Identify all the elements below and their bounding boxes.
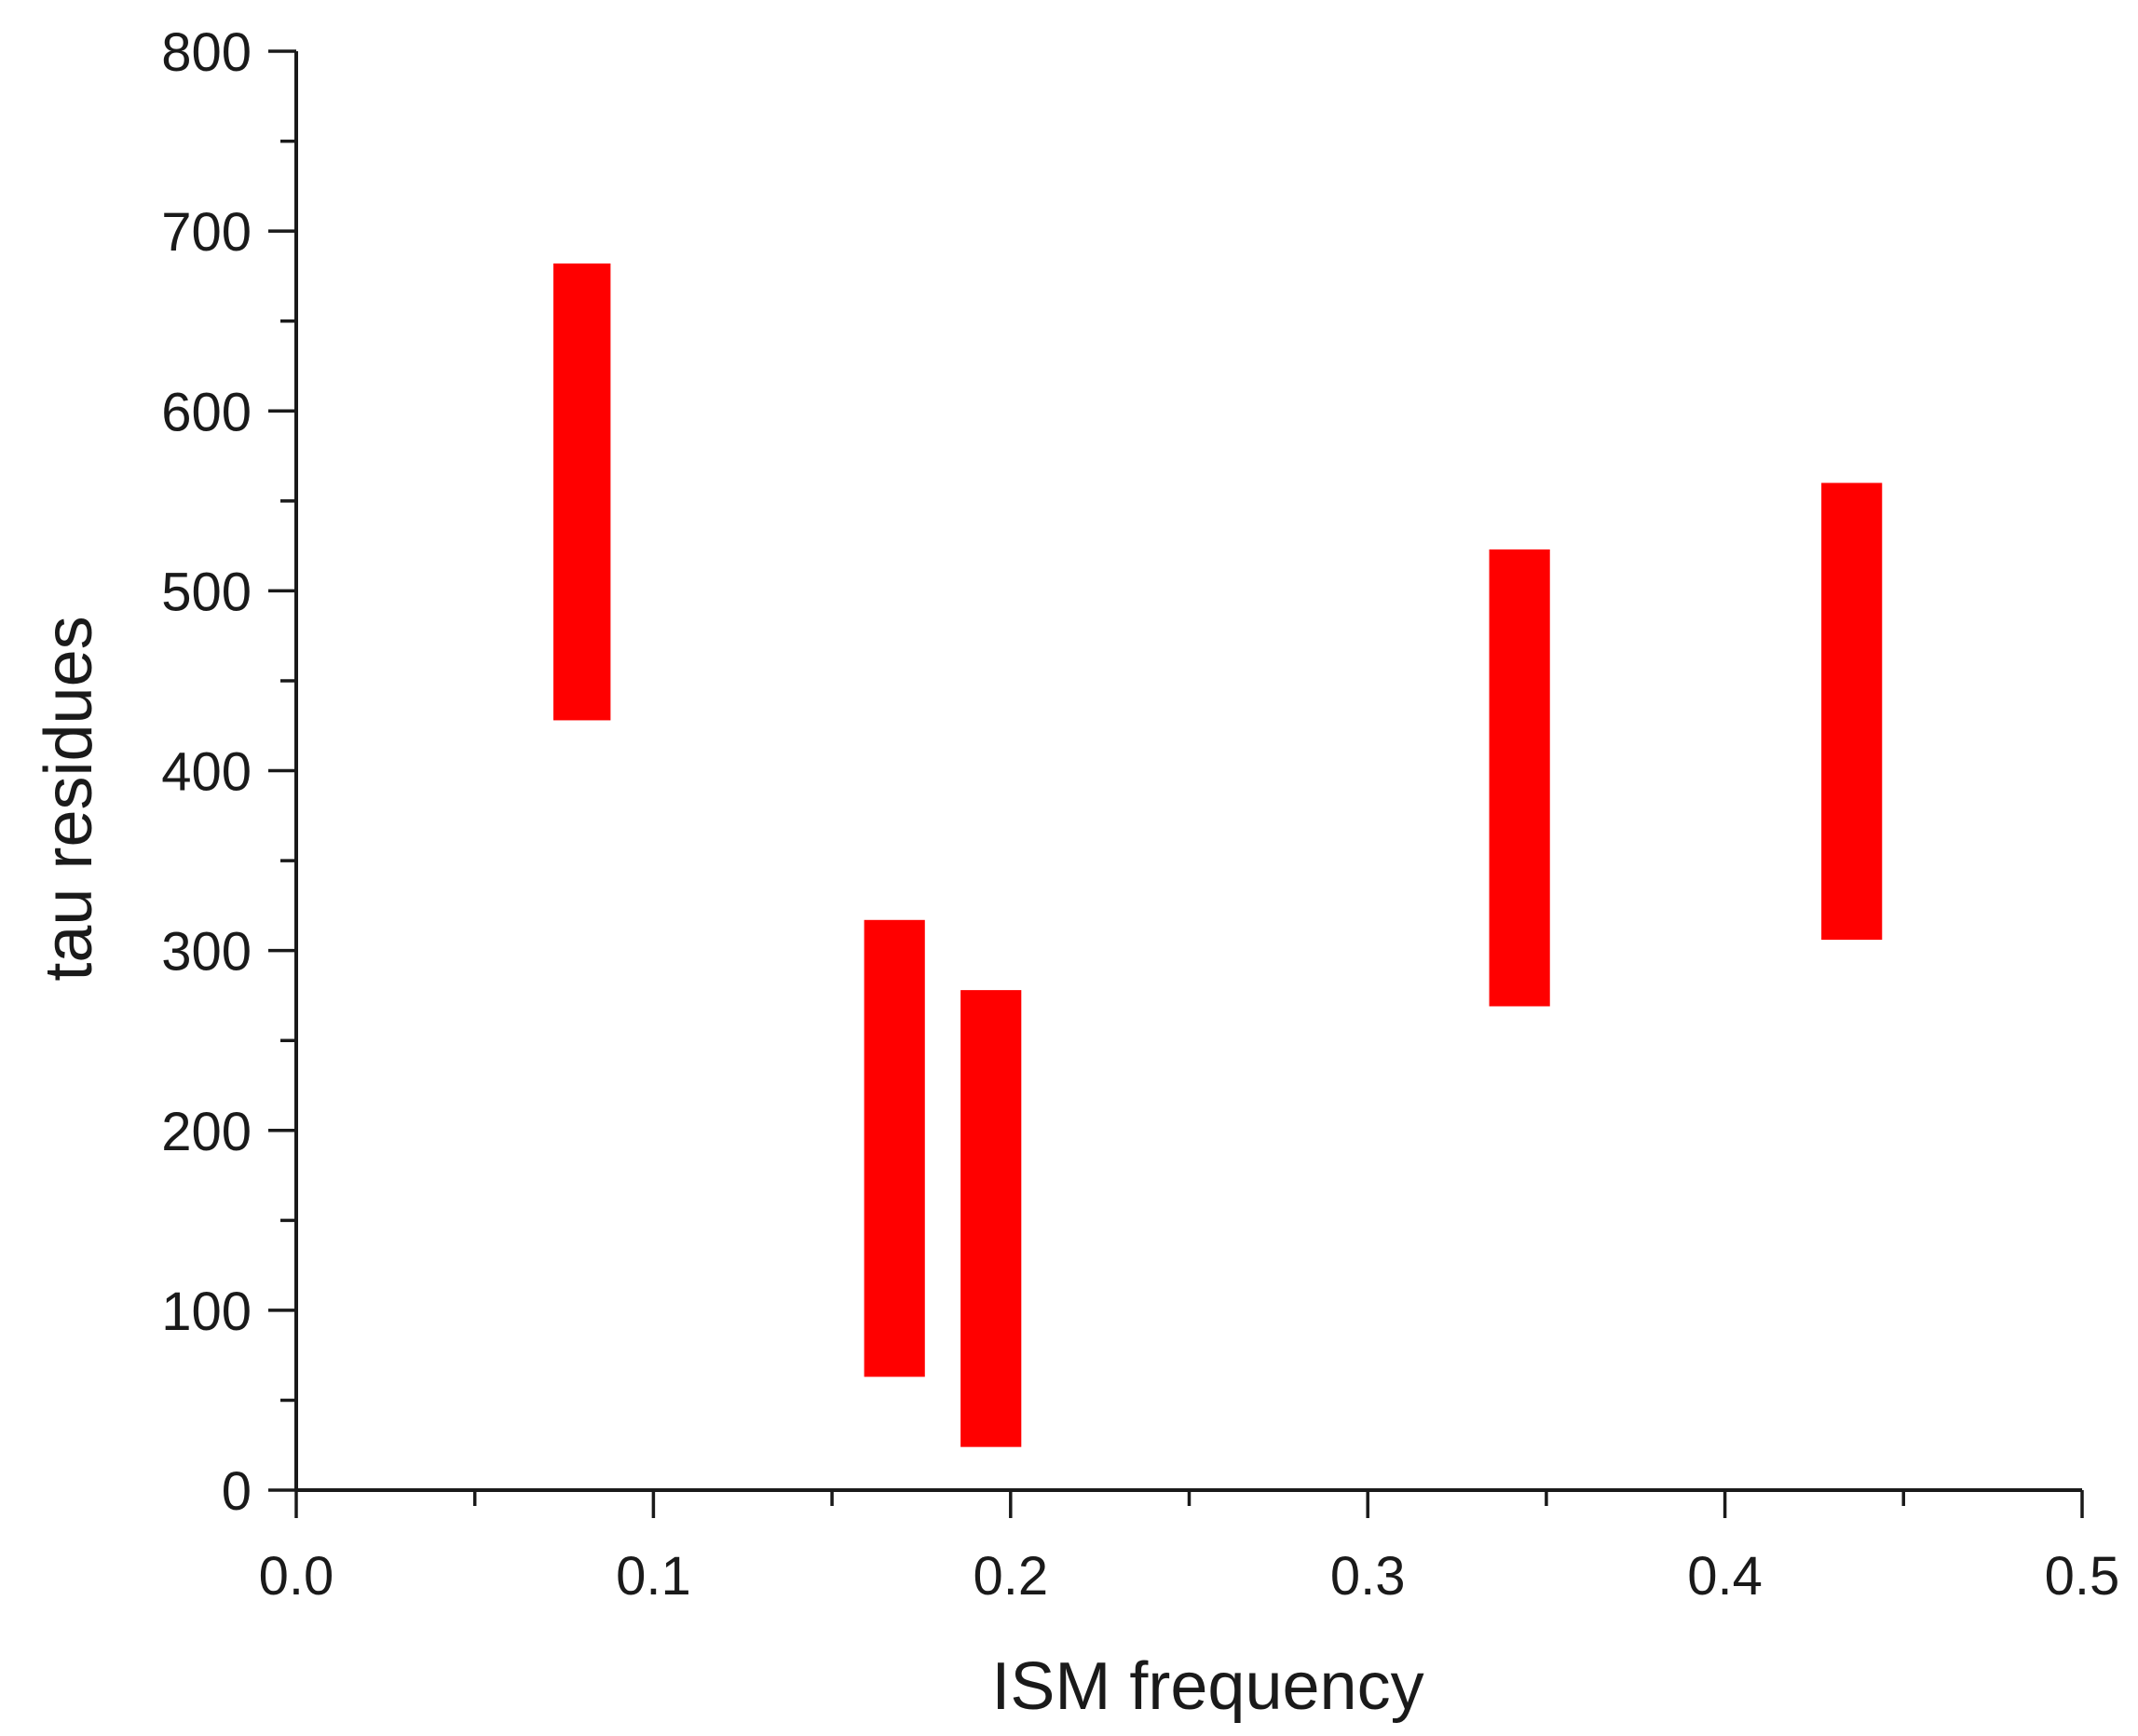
ticks-layer: [268, 49, 2084, 1518]
tick-labels-layer: 0.0 0.1 0.2 0.3 0.4 0.5 0 100 200 300 400 500 600 700…: [161, 22, 2119, 1607]
range-bar: [1489, 549, 1550, 1007]
range-bar: [960, 990, 1022, 1447]
x-tick-label: 0.1: [616, 1546, 691, 1607]
y-tick-label: 500: [161, 562, 252, 622]
y-tick-label: 300: [161, 922, 252, 983]
y-tick-label: 800: [161, 22, 252, 83]
y-tick-label: 200: [161, 1102, 252, 1162]
range-bar: [553, 263, 611, 721]
x-tick-label: 0.0: [259, 1546, 334, 1607]
x-tick-label: 0.5: [2045, 1546, 2120, 1607]
range-bar: [1821, 482, 1883, 941]
x-axis-title: ISM frequency: [991, 1649, 1423, 1724]
y-tick-label: 700: [161, 202, 252, 263]
y-tick-label: 400: [161, 742, 252, 803]
y-tick-label: 0: [222, 1461, 252, 1522]
x-tick-label: 0.2: [973, 1546, 1048, 1607]
x-tick-label: 0.3: [1330, 1546, 1406, 1607]
range-bar: [864, 919, 925, 1377]
bars-layer: [553, 263, 1883, 1447]
y-axis-title: tau residues: [32, 616, 106, 981]
y-tick-label: 100: [161, 1282, 252, 1342]
y-tick-label: 600: [161, 382, 252, 442]
x-tick-label: 0.4: [1687, 1546, 1763, 1607]
